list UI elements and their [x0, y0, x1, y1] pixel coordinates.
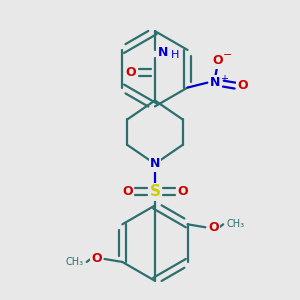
Text: S: S — [149, 184, 161, 199]
Text: O: O — [238, 79, 248, 92]
Text: O: O — [91, 253, 102, 266]
Text: CH₃: CH₃ — [66, 257, 84, 267]
Text: H: H — [171, 50, 179, 60]
Text: N: N — [150, 158, 160, 170]
Text: O: O — [122, 185, 133, 198]
Text: N: N — [210, 76, 220, 89]
Text: −: − — [223, 50, 232, 60]
Text: +: + — [220, 74, 228, 84]
Text: O: O — [126, 66, 136, 79]
Text: CH₃: CH₃ — [226, 219, 244, 229]
Text: O: O — [212, 54, 223, 67]
Text: N: N — [158, 46, 168, 59]
Text: O: O — [177, 185, 188, 198]
Text: O: O — [208, 221, 219, 234]
